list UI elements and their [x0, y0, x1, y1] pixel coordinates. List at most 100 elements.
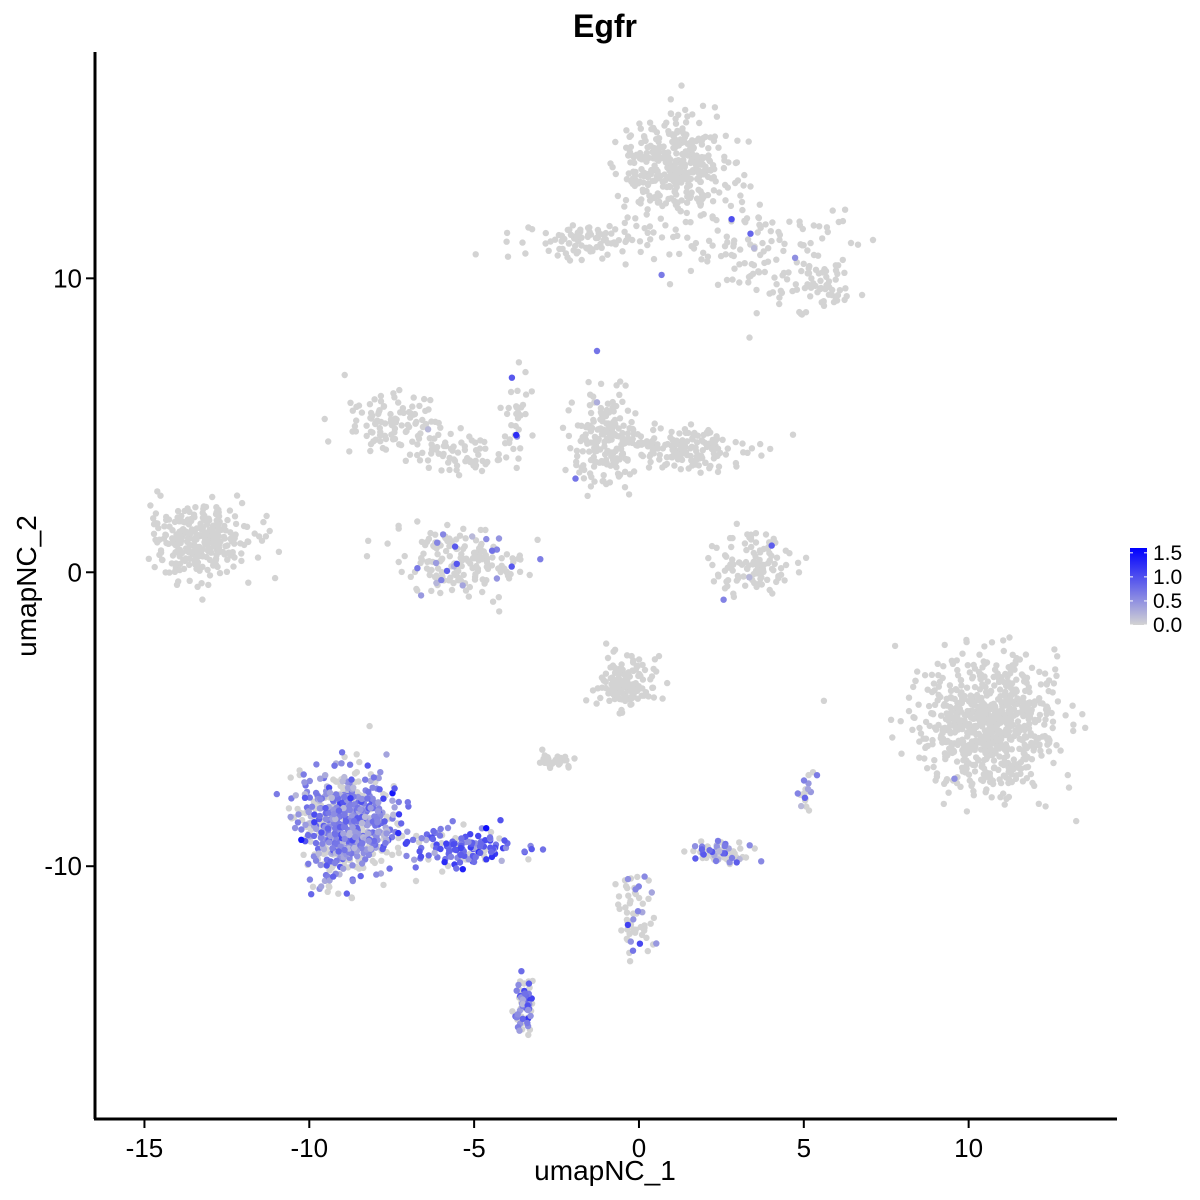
data-point: [989, 713, 997, 721]
data-point: [668, 428, 675, 436]
data-point: [322, 815, 330, 823]
data-point: [330, 873, 337, 880]
data-point: [238, 557, 245, 565]
data-point: [364, 795, 371, 802]
data-point: [419, 449, 426, 456]
data-point: [1041, 721, 1048, 728]
data-point: [497, 404, 504, 411]
color-legend-bar: [1130, 548, 1147, 625]
data-point: [348, 776, 355, 783]
data-point: [569, 222, 577, 229]
data-point: [1057, 747, 1064, 754]
data-point: [808, 275, 815, 282]
data-point: [709, 242, 716, 249]
data-point: [364, 762, 371, 769]
data-point: [428, 587, 435, 595]
data-point: [604, 654, 612, 662]
data-point: [521, 848, 528, 855]
data-point: [721, 157, 728, 164]
data-point: [702, 459, 709, 467]
data-point: [187, 530, 194, 537]
data-point: [428, 450, 435, 457]
data-point: [346, 806, 353, 814]
data-point: [586, 448, 593, 455]
data-point: [640, 179, 647, 186]
data-point: [637, 125, 644, 132]
data-point: [321, 415, 328, 423]
data-point: [468, 437, 475, 444]
data-point: [618, 451, 625, 458]
data-point: [673, 437, 680, 444]
data-point: [792, 281, 799, 288]
data-point: [209, 493, 216, 501]
data-point: [420, 550, 427, 557]
data-point: [580, 475, 588, 482]
data-point: [367, 845, 374, 852]
data-point: [593, 347, 601, 355]
data-point: [721, 552, 729, 559]
data-point: [766, 586, 773, 594]
data-point: [737, 246, 744, 253]
data-point: [466, 457, 474, 464]
data-point: [979, 664, 986, 671]
data-point: [733, 463, 740, 470]
data-point: [695, 186, 702, 193]
data-point: [682, 119, 690, 126]
data-point: [644, 241, 651, 249]
data-point: [422, 407, 429, 415]
data-point: [613, 402, 620, 410]
data-point: [432, 531, 439, 538]
data-point: [916, 724, 923, 732]
data-point: [762, 221, 769, 228]
data-point: [402, 457, 409, 464]
data-point: [417, 430, 424, 437]
data-point: [1019, 778, 1027, 785]
data-point: [662, 159, 669, 166]
data-point: [634, 687, 641, 695]
data-point: [572, 475, 579, 482]
data-point: [597, 380, 605, 387]
data-point: [781, 577, 788, 584]
data-point: [735, 575, 742, 582]
data-point: [694, 432, 701, 439]
data-point: [1021, 726, 1028, 734]
data-point: [451, 543, 459, 550]
data-point: [515, 981, 522, 989]
data-point: [705, 554, 712, 562]
data-point: [433, 443, 441, 451]
data-point: [801, 284, 809, 292]
data-point: [891, 642, 899, 650]
data-point: [710, 441, 717, 448]
data-point: [514, 415, 522, 422]
data-point: [652, 155, 660, 162]
data-point: [1022, 764, 1030, 771]
data-point: [338, 760, 345, 767]
data-point: [685, 429, 692, 437]
data-point: [262, 533, 270, 540]
data-point: [722, 132, 729, 139]
data-point: [1032, 719, 1039, 726]
data-point: [448, 586, 456, 594]
data-point: [319, 840, 326, 847]
data-point: [607, 424, 614, 431]
data-point: [498, 555, 505, 562]
data-point: [324, 825, 332, 832]
data-point: [637, 672, 644, 680]
data-point: [367, 447, 374, 455]
data-point: [968, 695, 975, 703]
data-point: [312, 825, 320, 833]
data-point: [340, 865, 347, 872]
data-point: [710, 447, 718, 454]
data-point: [514, 1011, 521, 1018]
data-point: [475, 557, 482, 564]
data-point: [783, 276, 791, 283]
data-point: [612, 138, 619, 146]
data-point: [444, 521, 451, 529]
data-point: [409, 403, 416, 410]
data-point: [622, 677, 629, 685]
data-point: [459, 866, 466, 873]
data-point: [977, 671, 985, 678]
data-point: [391, 785, 398, 792]
data-point: [469, 554, 477, 562]
data-point: [374, 808, 382, 815]
